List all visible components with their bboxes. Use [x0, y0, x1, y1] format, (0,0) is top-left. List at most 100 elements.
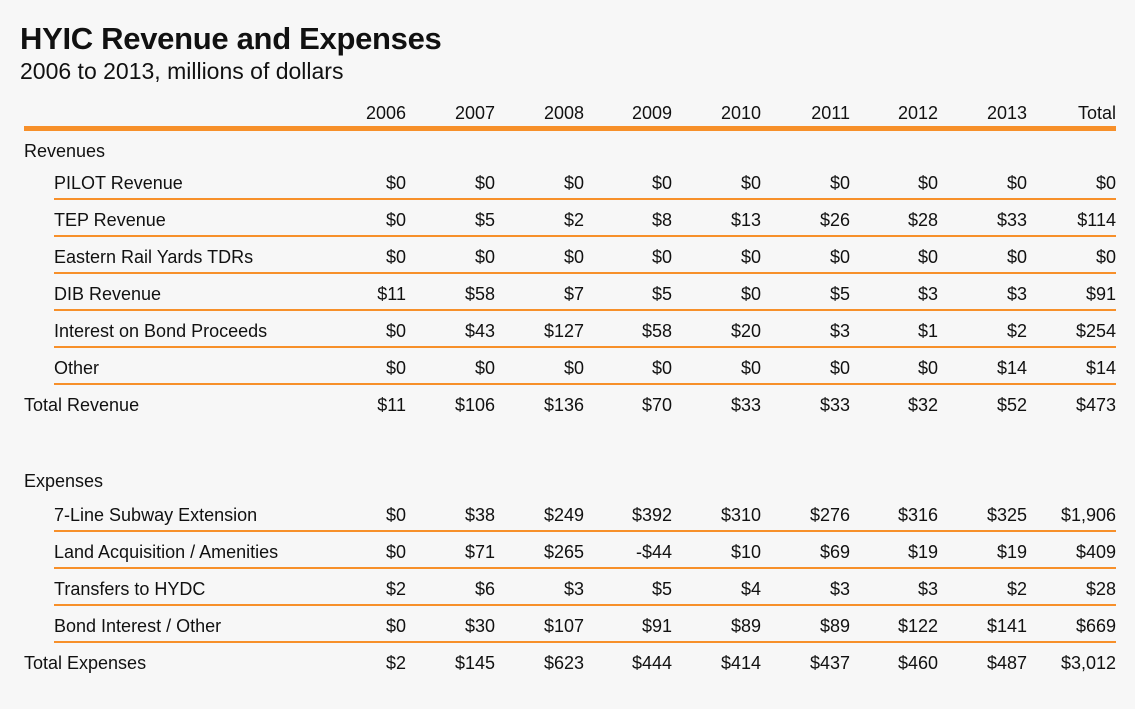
table-cell: $14 — [996, 358, 1027, 378]
row-label: TEP Revenue — [54, 210, 166, 230]
table-cell: $43 — [464, 321, 495, 341]
table-cell: $3 — [917, 284, 938, 304]
table-cell: $107 — [543, 616, 584, 636]
table-cell: $89 — [819, 616, 850, 636]
table-row: Transfers to HYDC $2 $6 $3 $5 $4 $3 $3 $2 $28 — [24, 569, 1116, 606]
table-cell: $0 — [1095, 173, 1116, 193]
table-cell: $6 — [474, 579, 495, 599]
section-heading: Expenses — [24, 461, 1116, 495]
table-row: Land Acquisition / Amenities $0 $71 $265 -$4… — [24, 532, 1116, 569]
table-cell: $0 — [740, 247, 761, 267]
table-cell: $0 — [1006, 247, 1027, 267]
table-cell: $1 — [917, 321, 938, 341]
table-cell: $0 — [385, 358, 406, 378]
total-cell: $52 — [996, 395, 1027, 415]
table-cell: $316 — [897, 505, 938, 525]
total-cell: $2 — [385, 653, 406, 673]
table-cell: $669 — [1075, 616, 1116, 636]
table-cell: $3 — [1006, 284, 1027, 304]
table-cell: $8 — [651, 210, 672, 230]
section-heading-label: Revenues — [24, 141, 106, 161]
revenue-expense-table: 2006 2007 2008 2009 2010 2011 2012 2013 Total Re… — [24, 100, 1116, 680]
table-cell: $122 — [897, 616, 938, 636]
table-cell: $0 — [740, 284, 761, 304]
table-cell: $114 — [1077, 210, 1116, 230]
table-cell: $0 — [385, 616, 406, 636]
table-row: Other $0 $0 $0 $0 $0 $0 $0 $14 $14 — [24, 348, 1116, 385]
table-cell: $19 — [907, 542, 938, 562]
table-header-row: 2006 2007 2008 2009 2010 2011 2012 2013 Total — [24, 100, 1116, 131]
table-cell: $38 — [464, 505, 495, 525]
table-row: TEP Revenue $0 $5 $2 $8 $13 $26 $28 $33 $114 — [24, 200, 1116, 237]
table-cell: $392 — [631, 505, 672, 525]
table-cell: $14 — [1085, 358, 1116, 378]
table-cell: $2 — [1006, 579, 1027, 599]
total-cell: $444 — [631, 653, 672, 673]
table-cell: $33 — [996, 210, 1027, 230]
column-header: 2013 — [986, 103, 1027, 123]
table-cell: $58 — [641, 321, 672, 341]
table-cell: $0 — [1095, 247, 1116, 267]
table-cell: $2 — [563, 210, 584, 230]
table-cell: $0 — [474, 358, 495, 378]
total-cell: $70 — [641, 395, 672, 415]
table-cell: $20 — [730, 321, 761, 341]
table-cell: $0 — [563, 173, 584, 193]
table-cell: $0 — [917, 247, 938, 267]
table-cell: $5 — [829, 284, 850, 304]
revenues-section: Revenues PILOT Revenue $0 $0 $0 $0 $0 $0 $0 $0 $0 T… — [24, 131, 1116, 422]
table-cell: $0 — [829, 173, 850, 193]
table-cell: $1,906 — [1060, 505, 1116, 525]
table-cell: $265 — [543, 542, 584, 562]
table-cell: $141 — [986, 616, 1027, 636]
table-cell: $0 — [917, 358, 938, 378]
table-row: Bond Interest / Other $0 $30 $107 $91 $89 $89 $… — [24, 606, 1116, 643]
column-header: 2009 — [631, 103, 672, 123]
table-cell: $0 — [829, 358, 850, 378]
table-cell: $0 — [740, 358, 761, 378]
section-heading: Revenues — [24, 131, 1116, 163]
table-cell: $26 — [819, 210, 850, 230]
total-cell: $136 — [543, 395, 584, 415]
table-cell: $0 — [385, 210, 406, 230]
table-cell: $58 — [464, 284, 495, 304]
total-row: Total Revenue $11 $106 $136 $70 $33 $33 $32 $52 $… — [24, 385, 1116, 422]
table-cell: $0 — [651, 173, 672, 193]
table-cell: $11 — [377, 284, 406, 304]
page-subtitle: 2006 to 2013, millions of dollars — [20, 58, 344, 84]
table-cell: $0 — [563, 358, 584, 378]
table-cell: $28 — [1085, 579, 1116, 599]
table-cell: $91 — [641, 616, 672, 636]
table-cell: $71 — [464, 542, 495, 562]
table-cell: $0 — [651, 358, 672, 378]
row-label: Interest on Bond Proceeds — [54, 321, 268, 341]
table-cell: $2 — [385, 579, 406, 599]
table-cell: $4 — [740, 579, 761, 599]
total-cell: $33 — [819, 395, 850, 415]
table-cell: $254 — [1075, 321, 1116, 341]
table-row: 7-Line Subway Extension $0 $38 $249 $392 $310… — [24, 495, 1116, 532]
total-cell: $437 — [809, 653, 850, 673]
column-header: 2011 — [811, 103, 850, 123]
table-cell: $69 — [819, 542, 850, 562]
table-cell: $409 — [1075, 542, 1116, 562]
total-cell: $106 — [454, 395, 495, 415]
table-cell: $0 — [385, 505, 406, 525]
table-row: DIB Revenue $11 $58 $7 $5 $0 $5 $3 $3 $91 — [24, 274, 1116, 311]
total-cell: $487 — [986, 653, 1027, 673]
row-label: DIB Revenue — [54, 284, 162, 304]
expenses-section: Expenses 7-Line Subway Extension $0 $38 $249… — [24, 461, 1116, 680]
column-header: Total — [1077, 103, 1116, 123]
table-cell: $28 — [907, 210, 938, 230]
total-cell: $414 — [720, 653, 761, 673]
table-cell: $7 — [563, 284, 584, 304]
total-cell: $11 — [377, 395, 406, 415]
table-cell: $2 — [1006, 321, 1027, 341]
table-cell: $276 — [809, 505, 850, 525]
table-cell: $3 — [563, 579, 584, 599]
table-cell: $0 — [740, 173, 761, 193]
table-cell: $30 — [464, 616, 495, 636]
row-label: Transfers to HYDC — [54, 579, 206, 599]
row-label: Bond Interest / Other — [54, 616, 222, 636]
table-cell: $0 — [563, 247, 584, 267]
